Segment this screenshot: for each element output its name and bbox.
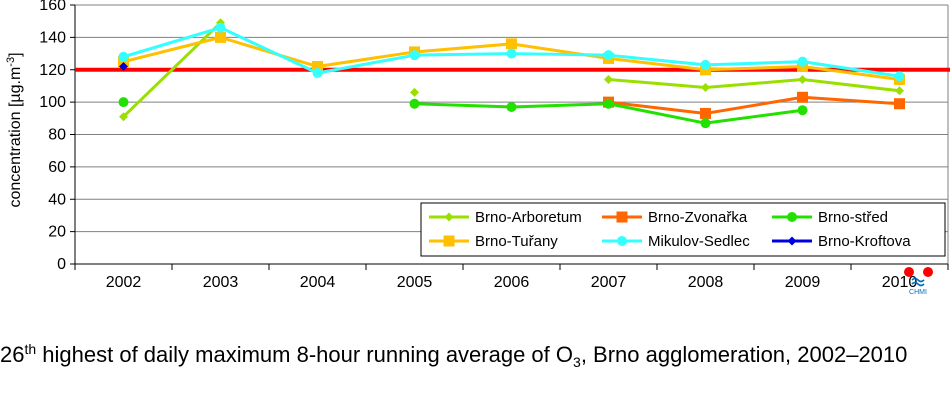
legend-label: Brno-střed	[818, 209, 888, 226]
data-point	[119, 112, 128, 122]
series-line	[608, 77, 900, 93]
y-tick-label: 40	[48, 191, 66, 208]
y-tick-label: 20	[48, 224, 66, 241]
legend-entry: Brno-Tuřany	[429, 233, 558, 250]
series-line	[122, 21, 222, 118]
chart: 0 20 40 60 80 100 120 140 160 2002 2003 2004 2005 200…	[5, 0, 950, 296]
y-axis-title: concentration [µg.m-3]	[5, 52, 24, 207]
data-point	[603, 50, 614, 61]
data-point	[700, 118, 711, 129]
legend-swatch-marker	[787, 236, 797, 246]
series-brno-stred	[118, 97, 808, 129]
chmi-logo: CHMI	[904, 267, 933, 296]
y-tick-label: 140	[39, 29, 66, 46]
data-point	[506, 48, 517, 59]
legend-entry: Brno-Kroftova	[772, 233, 911, 250]
x-tick-label: 2003	[203, 274, 239, 291]
data-point	[409, 98, 420, 109]
legend-swatch-marker	[617, 236, 627, 246]
data-point	[215, 22, 226, 33]
series-line	[608, 95, 900, 115]
y-tick-label: 120	[39, 62, 66, 79]
data-point	[701, 83, 710, 93]
data-point	[215, 31, 226, 43]
y-axis-title-main: concentration [µg.m	[7, 67, 24, 208]
x-tick-label: 2004	[300, 274, 336, 291]
caption-text-part1: highest of daily maximum 8-hour running …	[36, 342, 574, 367]
data-point	[700, 107, 711, 119]
data-point	[798, 74, 807, 84]
data-point	[895, 86, 904, 96]
caption-ordinal-suffix: th	[24, 341, 37, 357]
x-tick-label: 2008	[688, 274, 724, 291]
logo-dot-right	[923, 267, 933, 277]
chart-svg: 0 20 40 60 80 100 120 140 160 2002 2003 2004 2005 200…	[5, 0, 950, 296]
x-tick-label: 2005	[397, 274, 433, 291]
data-point	[797, 105, 808, 116]
x-tick-label: 2006	[494, 274, 530, 291]
legend-box	[420, 202, 946, 257]
legend-label: Brno-Arboretum	[475, 209, 582, 226]
legend-label: Brno-Tuřany	[475, 233, 558, 250]
data-point	[604, 74, 613, 84]
data-point	[119, 62, 128, 72]
logo-text: CHMI	[909, 289, 927, 296]
y-tick-label: 100	[39, 94, 66, 111]
legend-label: Brno-Zvonařka	[648, 209, 748, 226]
logo-dot-left	[904, 267, 914, 277]
legend-entry: Brno-Arboretum	[429, 209, 582, 226]
x-tick-label: 2007	[591, 274, 627, 291]
data-point	[894, 98, 905, 110]
data-point	[797, 56, 808, 67]
legend-label: Mikulov-Sedlec	[648, 233, 750, 250]
series-mikulov-sedlec	[118, 22, 905, 82]
axes: 0 20 40 60 80 100 120 140 160 2002 2003 2004 2005 200…	[39, 0, 949, 291]
y-tick-label: 0	[57, 256, 66, 273]
data-point	[312, 61, 323, 73]
y-axis-title-sup: -3	[5, 57, 17, 67]
caption-subscript: 3	[573, 354, 581, 370]
x-tick-label: 2009	[785, 274, 821, 291]
data-point	[603, 98, 614, 109]
figure-caption: 26th highest of daily maximum 8-hour run…	[0, 341, 940, 370]
series-brno-kroftova	[119, 62, 128, 72]
legend-label: Brno-Kroftova	[818, 233, 911, 250]
series-brno-arboretum	[119, 18, 904, 122]
data-point	[797, 91, 808, 103]
data-point	[118, 97, 129, 108]
legend-entry: Brno-střed	[772, 209, 888, 226]
logo-wave-lower	[911, 281, 925, 287]
y-axis-title-end: ]	[7, 52, 24, 56]
x-tick-label: 2010	[882, 274, 918, 291]
legend-swatch-marker	[616, 211, 628, 223]
data-point	[409, 50, 420, 61]
legend-swatch-marker	[444, 212, 454, 222]
x-tick-label: 2002	[106, 274, 142, 291]
data-point	[700, 59, 711, 70]
legend-entry: Mikulov-Sedlec	[602, 233, 750, 250]
legend-swatch-marker	[443, 235, 455, 247]
y-tick-label: 80	[48, 127, 66, 144]
data-point	[118, 51, 129, 62]
data-point	[894, 71, 905, 82]
data-point	[506, 101, 517, 112]
legend: Brno-Arboretum Brno-Zvonařka Brno-střed Brn…	[420, 202, 946, 257]
series-group	[118, 18, 905, 129]
data-point	[410, 87, 419, 97]
y-tick-label: 60	[48, 159, 66, 176]
y-tick-label: 160	[39, 0, 66, 14]
legend-entry: Brno-Zvonařka	[602, 209, 748, 226]
series-brno-zvonarka	[603, 91, 905, 119]
data-point	[312, 67, 323, 78]
caption-text-part2: , Brno agglomeration, 2002–2010	[580, 342, 908, 367]
logo-wave-upper	[911, 277, 925, 283]
data-point	[506, 38, 517, 50]
caption-ordinal-number: 26	[0, 342, 25, 367]
legend-swatch-marker	[787, 212, 797, 222]
